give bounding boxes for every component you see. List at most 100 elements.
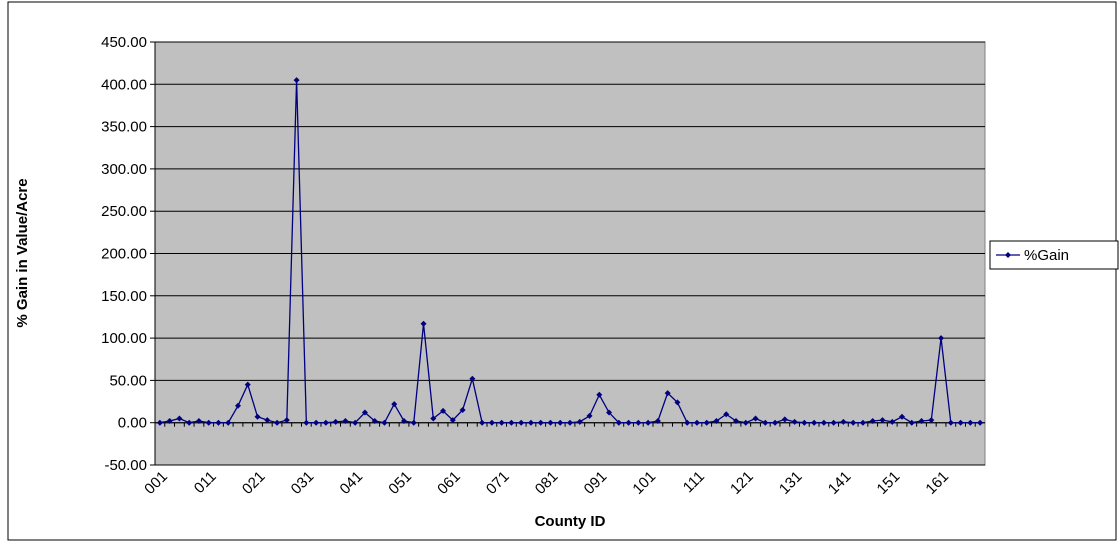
data-point [332,418,339,425]
data-point [225,419,232,426]
data-point [195,418,202,425]
data-point [928,417,935,424]
data-point [772,419,779,426]
data-point [235,402,241,409]
data-point [830,419,837,426]
data-point [166,418,173,425]
data-point [733,418,739,425]
data-point [361,409,368,416]
data-point [488,419,495,426]
data-point [625,419,632,426]
data-point [371,418,378,425]
data-point [215,419,222,426]
y-tick-label: 200.00 [101,246,147,263]
data-point [401,418,407,425]
data-point [313,419,320,426]
data-point [850,419,857,426]
data-point [693,419,700,426]
data-point [459,407,466,414]
data-point [742,419,749,426]
data-point [156,419,163,426]
data-point [283,417,290,424]
data-point [440,407,447,414]
data-point [205,419,212,426]
data-point [879,417,886,424]
data-point [303,419,310,426]
data-point [811,419,818,426]
data-point [176,415,183,422]
data-point [508,419,515,426]
data-point [967,419,974,426]
data-point [752,415,759,422]
y-tick-label: 450.00 [101,34,147,51]
data-point [820,419,827,426]
data-point [518,419,525,426]
data-point [645,419,652,426]
data-point [352,419,359,426]
y-tick-label: 50.00 [109,372,147,389]
data-point [381,419,388,426]
data-point [537,419,544,426]
data-point [420,320,427,327]
data-point [567,419,573,426]
data-point [498,419,505,426]
data-point [869,418,876,425]
data-point [762,419,769,426]
y-axis-title: % Gain in Value/Acre [14,178,31,327]
y-tick-label: 400.00 [101,76,147,93]
y-tick-label: 100.00 [101,330,147,347]
data-point [606,409,613,416]
data-point [342,418,349,425]
data-point [244,381,251,388]
x-axis-title: County ID [535,513,606,530]
data-point [254,413,261,420]
data-point [410,419,417,426]
data-point [264,417,271,424]
y-tick-label: 300.00 [101,161,147,178]
data-point [889,418,896,425]
data-point [713,418,720,425]
data-point [479,419,486,426]
data-point [527,419,534,426]
data-point [938,335,945,342]
data-point [664,390,671,397]
data-point [977,419,984,426]
data-point [186,419,193,426]
data-point [654,418,661,425]
data-point [840,418,847,425]
y-tick-label: 250.00 [101,203,147,220]
data-point [293,77,300,84]
data-point [576,418,583,425]
y-tick-label: -50.00 [104,457,147,474]
data-point [703,419,710,426]
data-point [615,419,622,426]
data-point [723,411,730,418]
data-point [322,419,329,426]
data-point [449,417,456,424]
data-point [547,419,554,426]
data-point [557,419,564,426]
data-point [899,413,905,420]
y-tick-label: 150.00 [101,288,147,305]
y-tick-label: 350.00 [101,119,147,136]
data-point [684,419,691,426]
data-point [918,418,925,425]
data-point [469,375,476,382]
y-tick-label: 0.00 [118,415,147,432]
legend-label: %Gain [1024,247,1069,264]
data-point [274,419,281,426]
data-point [586,412,593,419]
data-point [674,399,681,406]
data-point [635,419,642,426]
data-point [859,419,866,426]
data-point [430,415,437,422]
data-point [596,391,603,398]
data-point [801,419,808,426]
data-point [391,401,398,408]
data-point [791,418,798,425]
data-point [957,419,964,426]
data-point [908,419,915,426]
legend-marker [1005,252,1011,258]
data-point [947,419,954,426]
